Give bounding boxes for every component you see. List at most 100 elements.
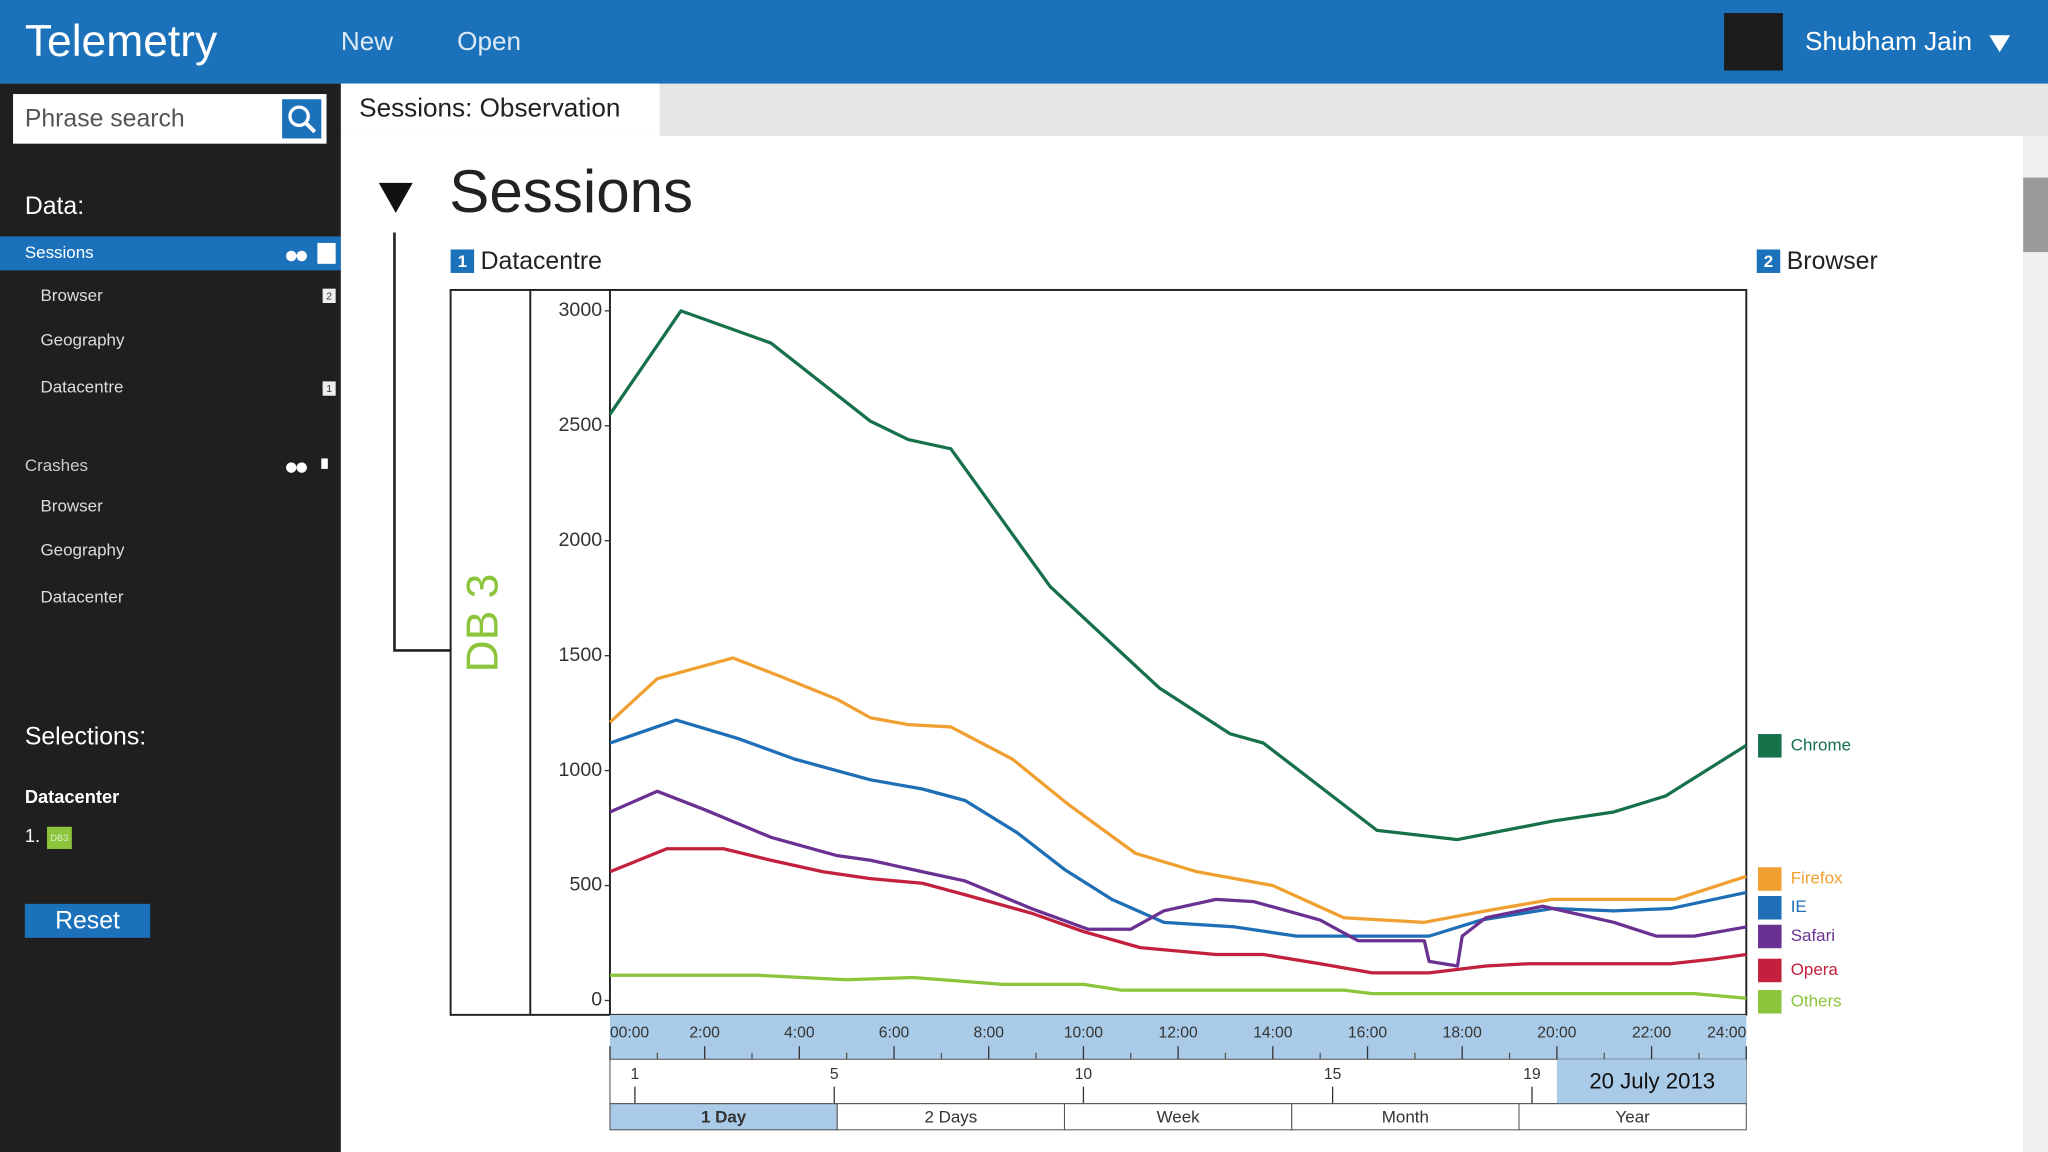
series-line: [609, 718, 1747, 938]
header-bar: [0, 0, 2048, 84]
search-button[interactable]: [282, 99, 322, 139]
scroll-thumb[interactable]: [2023, 177, 2048, 253]
range-button[interactable]: [1518, 1103, 1747, 1131]
data-heading: Data:: [25, 193, 84, 220]
range-label[interactable]: Week: [1157, 1108, 1201, 1127]
search-icon: [304, 121, 317, 134]
user-dropdown[interactable]: [1989, 35, 2011, 53]
legend-label[interactable]: Firefox: [1791, 869, 1843, 888]
y-tick-label: 2000: [559, 529, 603, 551]
day-tick-label: 1: [631, 1066, 640, 1083]
reset-label[interactable]: Reset: [55, 908, 120, 935]
badge: [322, 381, 336, 396]
date-label: 20 July 2013: [1589, 1069, 1715, 1094]
search-box[interactable]: [13, 94, 327, 144]
range-button[interactable]: [836, 1103, 1066, 1131]
selection-chip[interactable]: [47, 826, 72, 849]
selection-value: DB3: [51, 833, 69, 843]
legend-label[interactable]: Opera: [1791, 960, 1839, 979]
menu-new[interactable]: New: [341, 26, 393, 56]
app-title: Telemetry: [25, 17, 218, 66]
badge-text: 2: [1764, 252, 1773, 271]
x-tick-label: 4:00: [784, 1024, 815, 1041]
x-tick-label: 16:00: [1348, 1024, 1387, 1041]
legend-icon[interactable]: [1758, 867, 1782, 891]
legend-icon[interactable]: [1758, 958, 1782, 983]
y-tick-label: 1500: [559, 644, 603, 666]
reset-button[interactable]: [24, 903, 151, 938]
badge: [1756, 249, 1781, 273]
range-label[interactable]: Month: [1382, 1108, 1429, 1127]
selection-group: Datacenter: [25, 786, 119, 807]
group-name[interactable]: Sessions: [25, 243, 94, 262]
chart-frame: [449, 288, 1748, 1016]
badge: [450, 249, 475, 273]
collapse-toggle[interactable]: [378, 182, 413, 213]
tab[interactable]: [340, 83, 660, 136]
y-tick-label: 3000: [559, 299, 603, 321]
day-tick-label: 19: [1523, 1066, 1540, 1083]
search-placeholder: Phrase search: [25, 106, 185, 133]
x-tick-label: 8:00: [973, 1024, 1004, 1041]
icons[interactable]: [286, 242, 336, 473]
series-line: [609, 789, 1747, 968]
legend-icon[interactable]: [1758, 734, 1782, 758]
x-tick-label: 12:00: [1159, 1024, 1198, 1041]
legend-label[interactable]: IE: [1791, 897, 1807, 916]
badge: [322, 288, 336, 304]
x-tick-label: 2:00: [689, 1024, 720, 1041]
x-tick-label: 6:00: [879, 1024, 910, 1041]
y-tick-label: 1000: [559, 759, 603, 781]
tab-label[interactable]: Sessions: Observation: [359, 93, 620, 123]
selection-index: 1.: [25, 825, 40, 846]
legend-icon[interactable]: [1758, 896, 1782, 920]
nav-item[interactable]: Geography: [40, 330, 124, 349]
legend-label[interactable]: Others: [1791, 991, 1842, 1010]
scrollbar[interactable]: [2023, 135, 2048, 1152]
nav-item[interactable]: Datacentre: [40, 377, 123, 396]
dimension-label: Browser: [1787, 248, 1878, 275]
user-name[interactable]: Shubham Jain: [1805, 26, 1972, 56]
dimension-label: Datacentre: [481, 248, 602, 275]
y-tick-label: 500: [569, 874, 602, 896]
tree-line: [393, 232, 451, 652]
day-tick-label: 5: [830, 1066, 839, 1083]
badge-text: 1: [458, 252, 467, 271]
day-tick-label: 15: [1324, 1066, 1342, 1083]
nav-item[interactable]: Browser: [40, 496, 103, 515]
range-label[interactable]: 2 Days: [924, 1108, 977, 1127]
legend-icon[interactable]: [1758, 924, 1782, 949]
range-button[interactable]: [1291, 1103, 1520, 1131]
y-tick-label: 0: [591, 989, 602, 1011]
badge-text: 2: [326, 291, 332, 302]
series-line: [608, 309, 1748, 842]
x-tick-label: 14:00: [1253, 1024, 1292, 1041]
y-axis-label: DB 3: [459, 574, 508, 673]
range-button[interactable]: [1063, 1103, 1293, 1131]
avatar[interactable]: [1724, 13, 1783, 71]
y-tick-label: 2500: [559, 414, 603, 436]
x-tick-label: 00:00: [610, 1024, 649, 1041]
nav-item[interactable]: Datacenter: [40, 588, 123, 607]
x-tick-label: 10:00: [1064, 1024, 1103, 1041]
legend-label[interactable]: Chrome: [1791, 735, 1851, 754]
range-label[interactable]: Year: [1616, 1108, 1651, 1127]
search-icon: [288, 105, 310, 128]
section-heading: Sessions: [449, 158, 693, 225]
series-line: [609, 847, 1747, 975]
legend-icon[interactable]: [1758, 990, 1782, 1014]
badge-text: 1: [326, 384, 332, 395]
group-name[interactable]: Crashes: [25, 456, 88, 475]
legend-label[interactable]: Safari: [1791, 926, 1835, 945]
selections-heading: Selections:: [25, 724, 146, 751]
x-tick-label: 24:00: [1707, 1024, 1746, 1041]
range-button[interactable]: [609, 1103, 838, 1131]
menu-open[interactable]: Open: [457, 26, 521, 56]
selected-item[interactable]: [0, 236, 341, 271]
range-label[interactable]: 1 Day: [701, 1108, 747, 1127]
series-line: [609, 973, 1747, 1000]
nav-item[interactable]: Browser: [40, 286, 103, 305]
nav-item[interactable]: Geography: [40, 541, 124, 560]
x-tick-label: 18:00: [1443, 1024, 1482, 1041]
